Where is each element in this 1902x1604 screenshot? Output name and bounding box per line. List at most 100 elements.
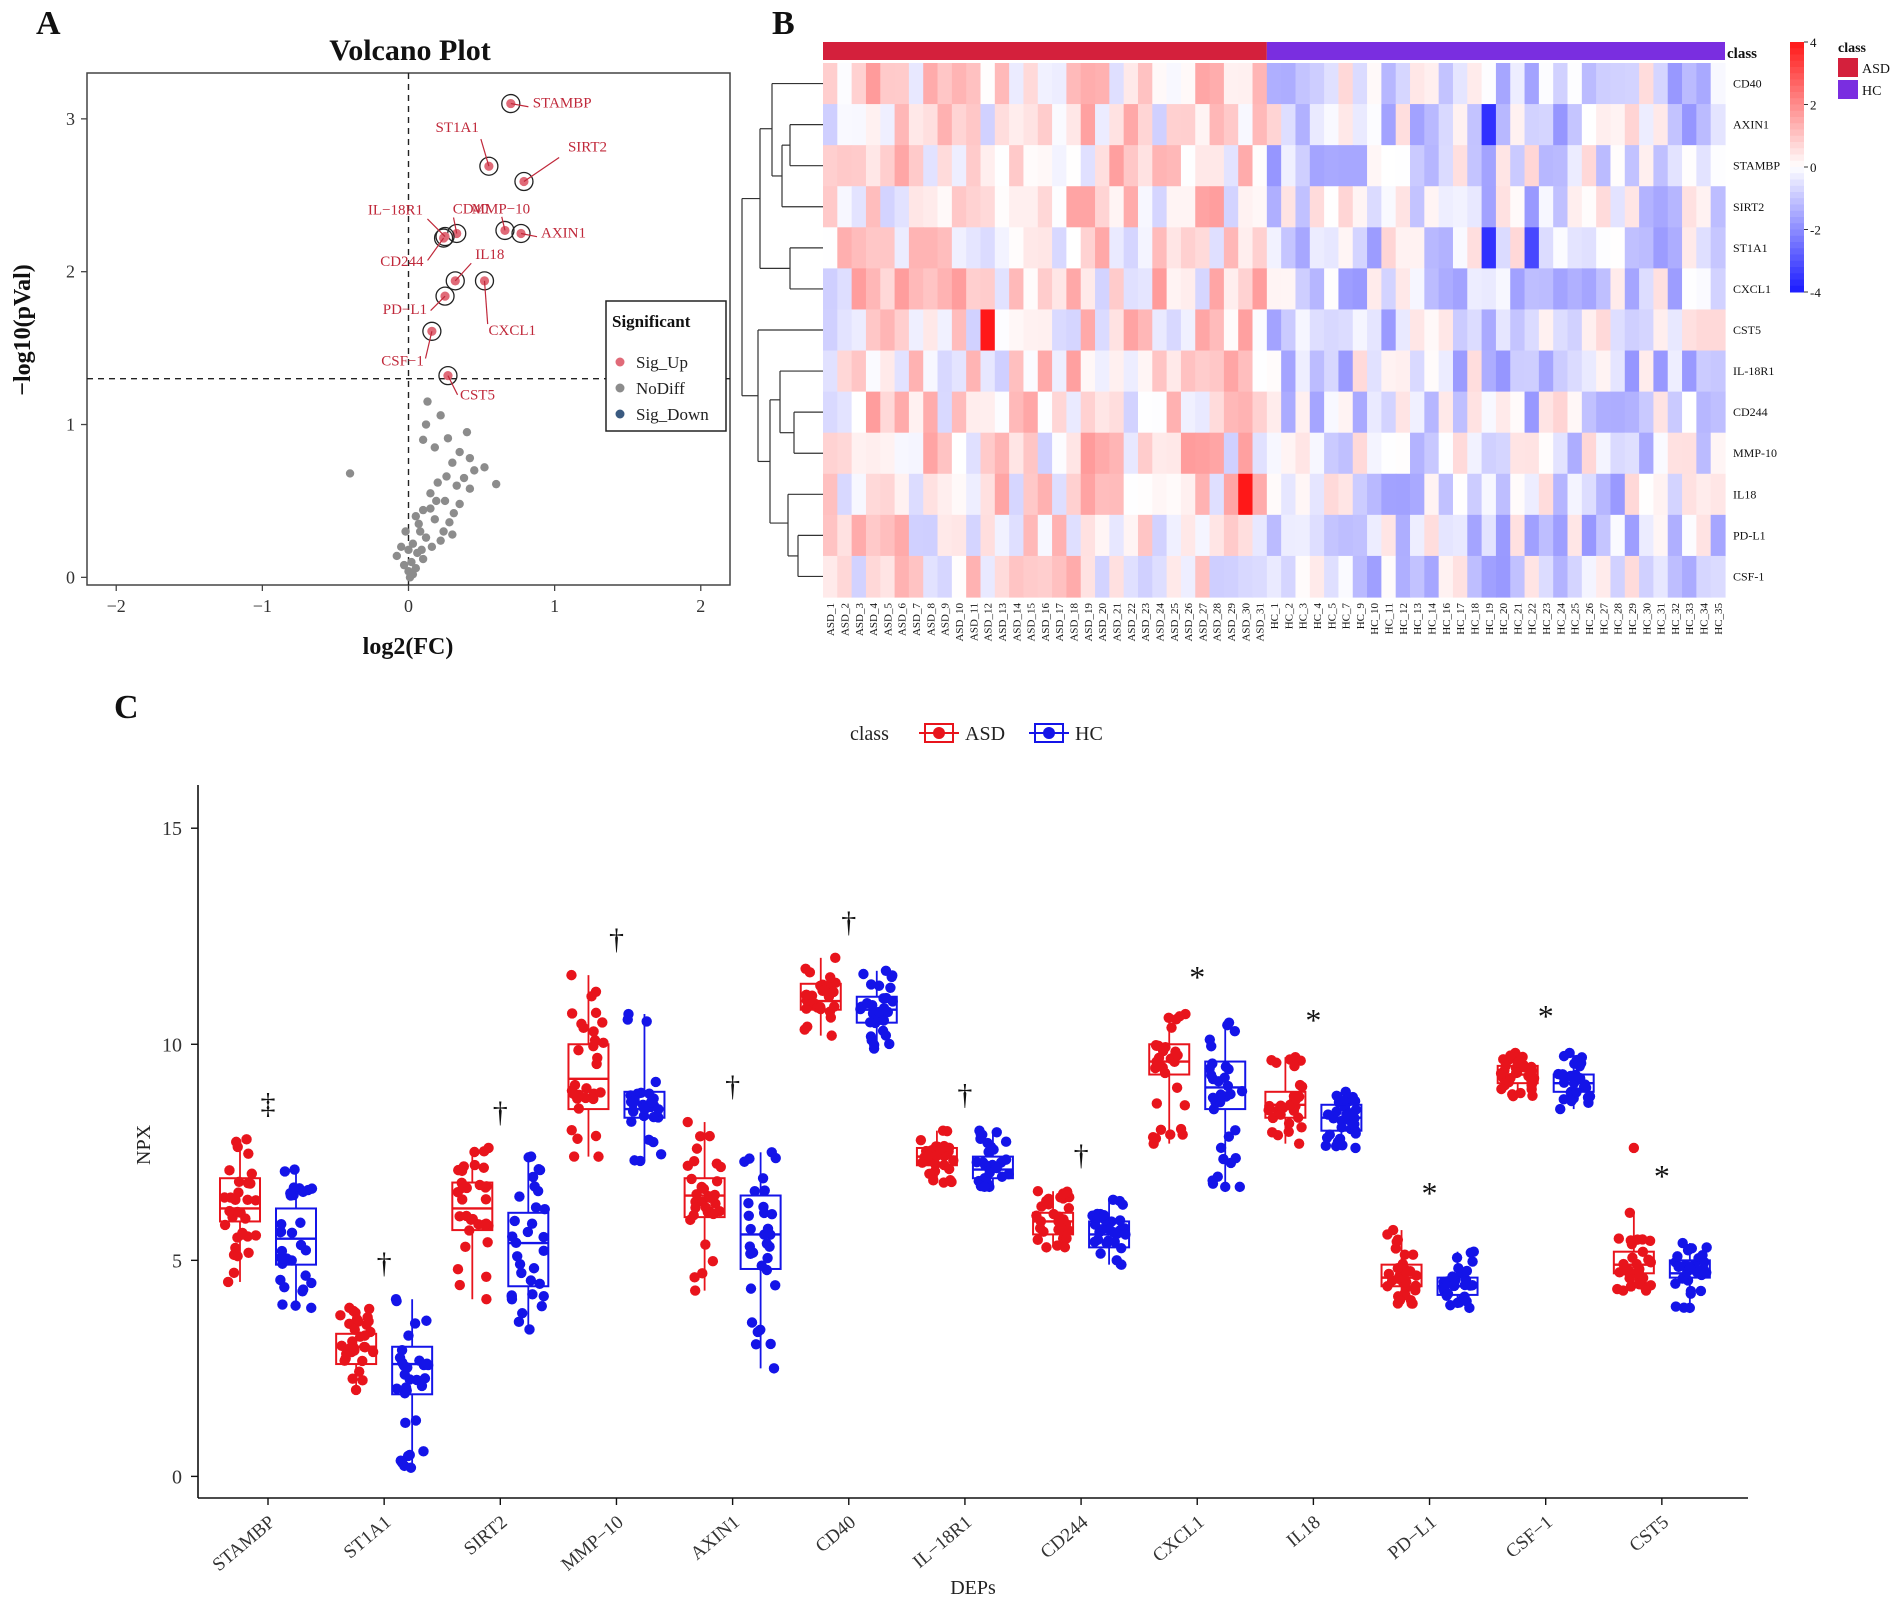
heatmap-cell — [1052, 104, 1067, 146]
boxplot-point-hc — [650, 1076, 661, 1088]
boxplot-point-asd — [689, 1272, 700, 1283]
heatmap-cell — [865, 227, 881, 269]
boxplot-point-hc — [509, 1215, 520, 1227]
volcano-ytick-label: 0 — [66, 567, 75, 587]
heatmap-cell — [1710, 104, 1726, 146]
boxplot-point-asd — [590, 1130, 602, 1142]
heatmap-cell — [1324, 473, 1340, 516]
heatmap-cell — [1023, 432, 1039, 475]
boxplot-point-asd — [1155, 1124, 1167, 1135]
heatmap-cell — [1367, 63, 1382, 105]
heatmap-cell — [1209, 473, 1225, 516]
heatmap-cell — [1667, 432, 1683, 475]
boxplot-point-hc — [1225, 1088, 1236, 1100]
heatmap-cell — [1095, 473, 1110, 516]
heatmap-cell — [994, 514, 1010, 557]
heatmap-cell — [1095, 186, 1110, 228]
heatmap-cell — [1052, 268, 1067, 311]
boxplot-point-asd — [1059, 1242, 1071, 1253]
heatmap-cell — [923, 432, 939, 475]
heatmap-column-label: HC_13 — [1412, 603, 1424, 635]
heatmap-cell — [1324, 268, 1340, 311]
heatmap-cell — [1309, 268, 1325, 311]
heatmap-cell — [1367, 227, 1382, 269]
boxplot-point-hc — [528, 1263, 540, 1274]
heatmap-colorbar-label: 4 — [1810, 35, 1817, 50]
heatmap-cell — [994, 309, 1010, 352]
heatmap-column-label: HC_33 — [1684, 603, 1696, 635]
heatmap-cell — [1066, 514, 1082, 557]
heatmap-cell — [1324, 145, 1340, 187]
heatmap-cell — [1095, 391, 1110, 434]
heatmap-cell — [1295, 104, 1311, 146]
heatmap-cell — [1338, 227, 1354, 269]
heatmap-column-label: HC_7 — [1341, 603, 1353, 630]
heatmap-cell — [1438, 432, 1454, 475]
heatmap-cell — [1123, 473, 1139, 516]
heatmap-cell — [1252, 145, 1268, 187]
heatmap-cell — [1223, 432, 1239, 475]
heatmap-cell — [865, 309, 881, 352]
heatmap-cell — [1581, 350, 1597, 393]
boxplot-point-hc — [1320, 1140, 1332, 1152]
heatmap-cell — [980, 309, 996, 352]
heatmap-cell — [1152, 432, 1168, 475]
heatmap-cell — [1410, 104, 1425, 146]
heatmap-cell — [823, 186, 838, 228]
boxplot-point-hc — [1215, 1089, 1227, 1100]
boxplot-significance-mark: † — [1074, 1139, 1089, 1172]
boxplot-point-hc — [1555, 1103, 1566, 1115]
heatmap-cell — [894, 186, 910, 228]
heatmap-column-label: ASD_30 — [1240, 603, 1252, 642]
heatmap-cell — [1538, 309, 1554, 352]
heatmap-cell — [1123, 145, 1139, 187]
boxplot-point-asd — [219, 1192, 230, 1203]
heatmap-cell — [1180, 473, 1196, 516]
heatmap-cell — [1452, 473, 1468, 516]
heatmap-cell — [1338, 391, 1354, 434]
heatmap-cell — [1166, 514, 1182, 557]
heatmap-cell — [1696, 186, 1712, 228]
volcano-legend-box — [605, 300, 727, 432]
heatmap-cell — [880, 145, 896, 187]
heatmap-cell — [1266, 268, 1282, 311]
heatmap-cell — [1152, 63, 1168, 105]
heatmap-cell — [1367, 104, 1382, 146]
boxplot-point-asd — [478, 1146, 490, 1157]
heatmap-cell — [1338, 350, 1354, 393]
heatmap-cell — [1023, 268, 1039, 311]
boxplot-point-hc — [769, 1280, 781, 1291]
boxplot-boxes — [219, 952, 1712, 1473]
heatmap-column-label: HC_28 — [1613, 603, 1625, 635]
heatmap-cell — [1238, 555, 1254, 598]
heatmap-cell — [1209, 186, 1225, 228]
volcano-point-ring — [435, 226, 455, 247]
heatmap-cell — [1467, 473, 1483, 516]
heatmap-cell — [1696, 473, 1712, 516]
heatmap-cell — [1266, 227, 1282, 269]
heatmap-cell — [1166, 350, 1182, 393]
heatmap-cell — [966, 555, 982, 598]
heatmap-cell — [851, 309, 867, 352]
boxplot-legend: class ASD HC — [850, 723, 1103, 745]
heatmap-cell — [1180, 391, 1196, 434]
heatmap-row-label: IL18 — [1733, 487, 1756, 501]
heatmap-cell — [1109, 514, 1125, 557]
heatmap-cell — [1123, 227, 1139, 269]
boxplot-point-asd — [943, 1163, 955, 1175]
heatmap-cell — [1624, 268, 1640, 311]
heatmap-cell — [1438, 309, 1454, 352]
heatmap-cell — [1223, 268, 1239, 311]
heatmap-cell — [1281, 268, 1297, 311]
heatmap-cell — [1467, 391, 1483, 434]
heatmap-cell — [1109, 555, 1125, 598]
heatmap-cell — [1710, 391, 1726, 434]
heatmap-cell — [1596, 145, 1612, 187]
heatmap-row-label: CSF-1 — [1733, 569, 1764, 583]
heatmap-cell — [851, 63, 867, 105]
heatmap-cell — [1295, 350, 1311, 393]
heatmap-cell — [1238, 514, 1254, 557]
heatmap-colorbar-step — [1790, 54, 1804, 62]
heatmap-cell — [1553, 227, 1569, 269]
boxplot-point-asd — [682, 1116, 693, 1128]
